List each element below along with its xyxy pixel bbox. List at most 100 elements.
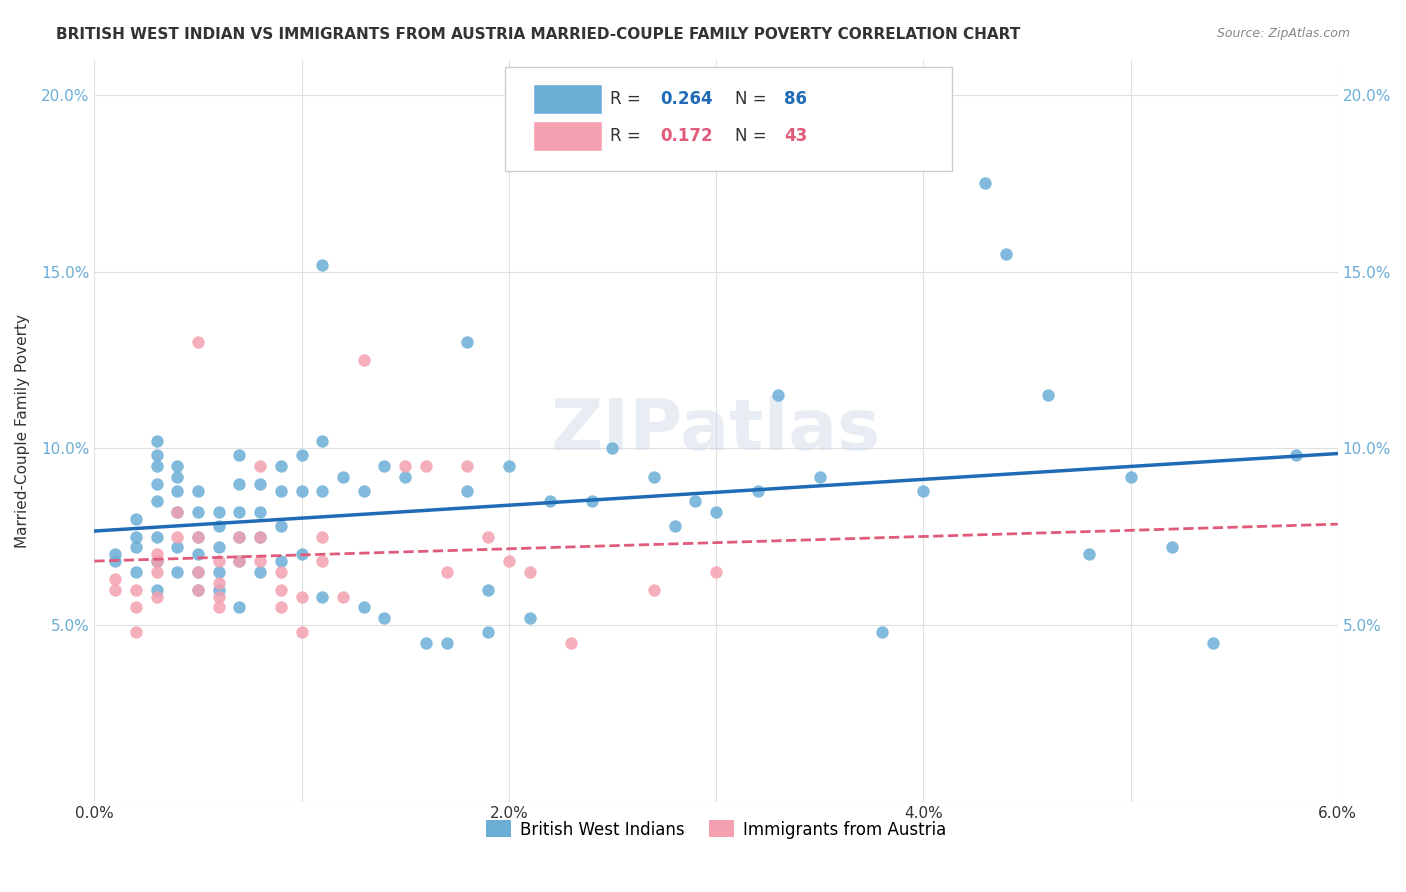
Point <box>747 483 769 498</box>
Point <box>145 494 167 508</box>
Text: Source: ZipAtlas.com: Source: ZipAtlas.com <box>1216 27 1350 40</box>
Point <box>104 547 127 561</box>
Text: 86: 86 <box>785 90 807 108</box>
Point <box>187 582 209 597</box>
Point <box>145 547 167 561</box>
Point <box>125 600 148 615</box>
Point <box>145 554 167 568</box>
Point <box>187 530 209 544</box>
Point <box>311 483 333 498</box>
Point <box>290 590 312 604</box>
Point <box>1078 547 1101 561</box>
Point <box>685 494 707 508</box>
Point <box>353 483 375 498</box>
Point <box>436 635 458 649</box>
Point <box>332 469 354 483</box>
Point <box>249 554 271 568</box>
Point <box>166 565 188 579</box>
Point <box>228 530 250 544</box>
Point <box>477 582 499 597</box>
Point <box>208 565 231 579</box>
Point <box>125 624 148 639</box>
Point <box>643 582 665 597</box>
Point <box>353 600 375 615</box>
Point <box>187 530 209 544</box>
Point <box>249 530 271 544</box>
Point <box>581 494 603 508</box>
Point <box>145 476 167 491</box>
Text: BRITISH WEST INDIAN VS IMMIGRANTS FROM AUSTRIA MARRIED-COUPLE FAMILY POVERTY COR: BRITISH WEST INDIAN VS IMMIGRANTS FROM A… <box>56 27 1021 42</box>
Point <box>270 554 292 568</box>
Text: 43: 43 <box>785 127 807 145</box>
Point <box>187 565 209 579</box>
Point <box>1285 448 1308 462</box>
Point <box>768 388 790 402</box>
Point <box>270 565 292 579</box>
Text: 0.172: 0.172 <box>659 127 713 145</box>
Point <box>456 483 478 498</box>
Point <box>125 530 148 544</box>
Point <box>1202 635 1225 649</box>
Point <box>373 611 395 625</box>
Point <box>125 565 148 579</box>
Point <box>208 505 231 519</box>
Point <box>166 530 188 544</box>
Point <box>208 582 231 597</box>
Point <box>436 565 458 579</box>
Text: 0.264: 0.264 <box>659 90 713 108</box>
Point <box>208 590 231 604</box>
Point <box>228 554 250 568</box>
Point <box>145 448 167 462</box>
Point <box>270 458 292 473</box>
Point <box>664 519 686 533</box>
Point <box>332 590 354 604</box>
Point <box>270 600 292 615</box>
Point <box>249 505 271 519</box>
Point <box>477 624 499 639</box>
Point <box>290 448 312 462</box>
Point <box>228 554 250 568</box>
Point <box>249 458 271 473</box>
Point <box>187 565 209 579</box>
Point <box>643 469 665 483</box>
Point <box>249 476 271 491</box>
Point <box>1161 540 1184 554</box>
Point <box>415 635 437 649</box>
FancyBboxPatch shape <box>533 84 602 114</box>
Point <box>311 434 333 449</box>
Point <box>145 458 167 473</box>
Point <box>1119 469 1142 483</box>
Point <box>808 469 831 483</box>
Point <box>166 483 188 498</box>
Point <box>208 519 231 533</box>
Point <box>145 590 167 604</box>
Text: R =: R = <box>610 90 641 108</box>
Point <box>145 582 167 597</box>
Point <box>125 540 148 554</box>
Text: ZIPatlas: ZIPatlas <box>551 396 882 465</box>
Point <box>870 624 893 639</box>
Point <box>560 635 582 649</box>
Point <box>104 582 127 597</box>
Point <box>208 575 231 590</box>
Point <box>166 458 188 473</box>
Point <box>519 565 541 579</box>
Point <box>974 176 997 190</box>
Point <box>145 554 167 568</box>
Point <box>125 512 148 526</box>
Text: N =: N = <box>735 90 766 108</box>
Point <box>249 530 271 544</box>
Point <box>104 554 127 568</box>
Point <box>995 247 1018 261</box>
FancyBboxPatch shape <box>533 121 602 151</box>
Point <box>145 434 167 449</box>
Text: R =: R = <box>610 127 641 145</box>
Point <box>311 258 333 272</box>
Point <box>311 554 333 568</box>
Point <box>145 530 167 544</box>
Point <box>704 505 727 519</box>
Point <box>228 600 250 615</box>
Point <box>228 530 250 544</box>
Point <box>249 565 271 579</box>
Point <box>477 530 499 544</box>
